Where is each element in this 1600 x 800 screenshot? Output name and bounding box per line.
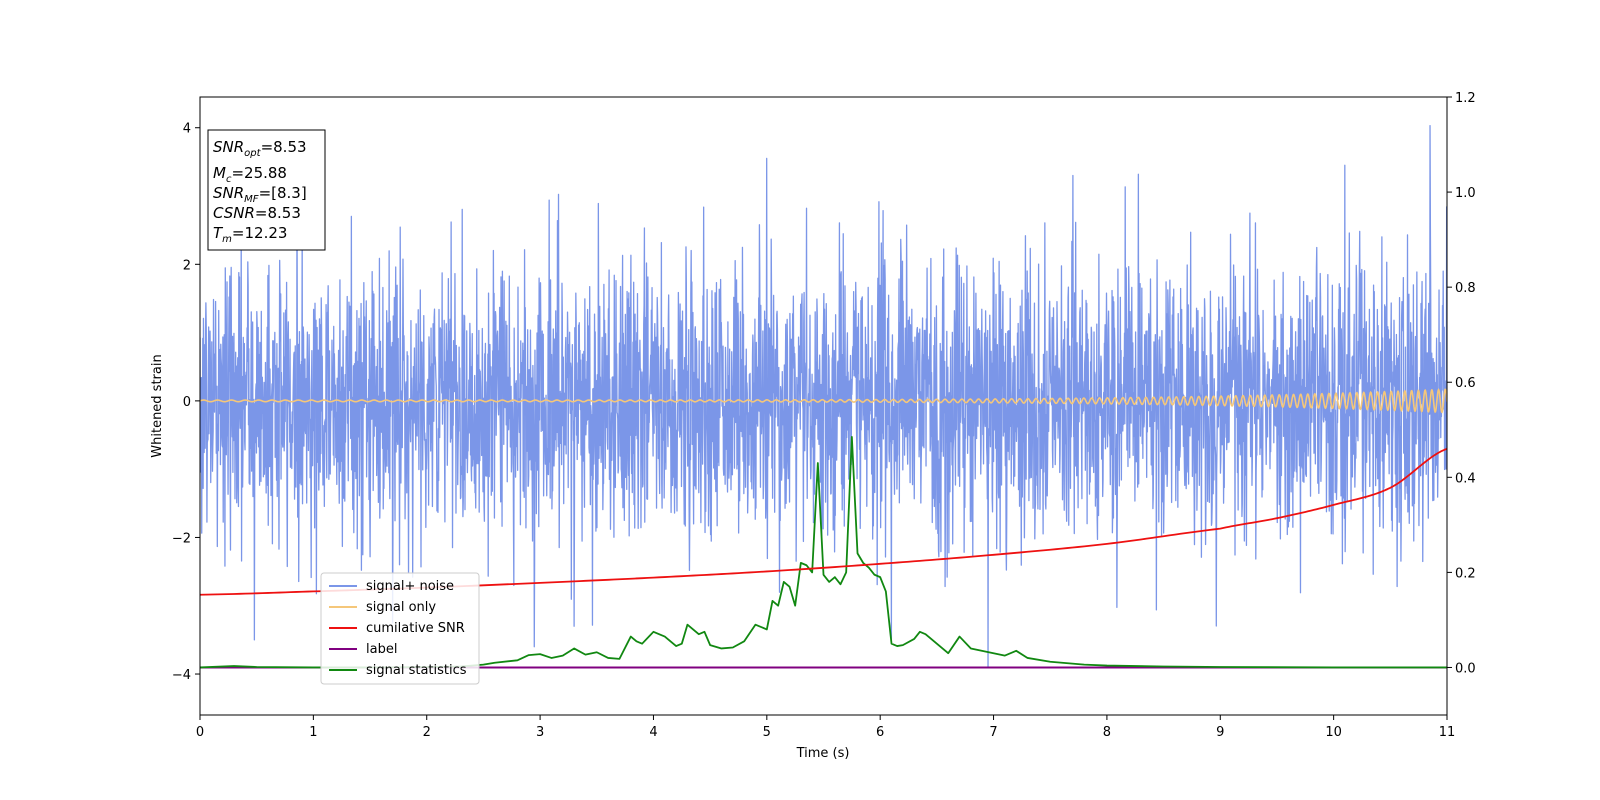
- x-axis: 0 1 2 3 4 5 6 7 8 9 10 11: [196, 715, 1455, 740]
- y2-tick-label: 1.0: [1455, 186, 1476, 201]
- y2-tick-label: 0.4: [1455, 471, 1476, 486]
- legend-label-signal-statistics: signal statistics: [366, 663, 467, 678]
- x-tick-label: 5: [763, 725, 771, 740]
- x-tick-label: 10: [1325, 725, 1342, 740]
- y2-tick-label: 1.2: [1455, 91, 1476, 106]
- x-tick-label: 7: [989, 725, 997, 740]
- y-tick-label: −2: [172, 531, 191, 546]
- x-tick-label: 3: [536, 725, 544, 740]
- legend-label-label: label: [366, 642, 397, 657]
- y2-tick-label: 0.8: [1455, 281, 1476, 296]
- series-signal-statistics: [200, 436, 1447, 669]
- x-tick-label: 4: [649, 725, 657, 740]
- x-axis-label: Time (s): [796, 746, 850, 761]
- legend-frame: [320, 572, 480, 685]
- legend-label-cumulative-snr: cumilative SNR: [366, 621, 465, 636]
- y-tick-label: 2: [183, 258, 191, 273]
- x-tick-label: 0: [196, 725, 204, 740]
- info-box-frame: [207, 129, 326, 251]
- y2-tick-label: 0.2: [1455, 566, 1476, 581]
- y-axis-label: Whitened strain: [150, 354, 165, 457]
- x-tick-label: 2: [423, 725, 431, 740]
- plot-frame: [199, 96, 1448, 716]
- info-snr-opt: SNRopt=8.53: [213, 138, 307, 159]
- info-snr-mf: SNRMF=[8.3]: [213, 184, 307, 205]
- legend-label-signal-noise: signal+ noise: [366, 579, 454, 594]
- y-axis-right: 0.0 0.2 0.4 0.6 0.8 1.0 1.2: [1447, 91, 1476, 676]
- series-signal-only: [200, 388, 1447, 414]
- legend: signal+ noise signal only cumilative SNR…: [320, 572, 480, 685]
- info-mc: Mc=25.88: [213, 164, 287, 185]
- y-tick-label: −4: [172, 668, 191, 683]
- y-tick-label: 4: [183, 122, 191, 137]
- x-tick-label: 8: [1103, 725, 1111, 740]
- x-tick-label: 11: [1439, 725, 1456, 740]
- y2-tick-label: 0.0: [1455, 661, 1476, 676]
- x-tick-label: 9: [1216, 725, 1224, 740]
- y-axis-left: −4 −2 0 2 4: [172, 122, 200, 683]
- info-box: SNRopt=8.53 Mc=25.88 SNRMF=[8.3] CSNR=8.…: [207, 129, 326, 251]
- y2-tick-label: 0.6: [1455, 376, 1476, 391]
- legend-label-signal-only: signal only: [366, 600, 436, 615]
- info-csnr: CSNR=8.53: [213, 204, 301, 222]
- info-tm: Tm=12.23: [213, 224, 287, 245]
- x-tick-label: 6: [876, 725, 884, 740]
- y-tick-label: 0: [183, 395, 191, 410]
- series-signal-noise: [200, 125, 1447, 668]
- x-tick-label: 1: [309, 725, 317, 740]
